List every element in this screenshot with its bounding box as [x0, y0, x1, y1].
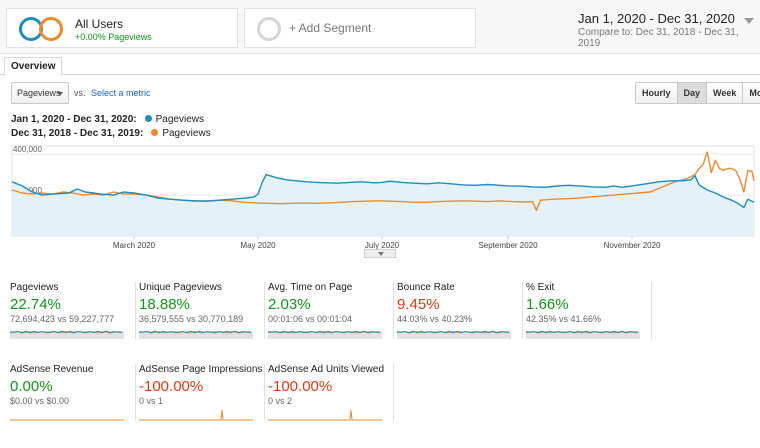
scorecard-exit[interactable]: % Exit 1.66% 42.35% vs 41.66%: [526, 282, 652, 339]
date-range-picker[interactable]: Jan 1, 2020 - Dec 31, 2020 Compare to: D…: [578, 11, 754, 49]
x-tick-label: July 2020: [365, 241, 400, 250]
x-tick-label: November 2020: [604, 241, 661, 250]
scorecard-sparkline: [10, 419, 124, 421]
scorecard-sparkline: [268, 409, 382, 421]
legend-primary-range: Jan 1, 2020 - Dec 31, 2020:: [11, 114, 137, 125]
legend-compare-series: Pageviews: [162, 128, 211, 139]
x-tick-label: September 2020: [478, 241, 538, 250]
scorecard-compare: 0 vs 1: [139, 396, 164, 406]
scorecard-label: % Exit: [526, 282, 555, 293]
legend-compare: Dec 31, 2018 - Dec 31, 2019: Pageviews: [11, 128, 211, 139]
scorecard-label: Unique Pageviews: [139, 282, 222, 293]
scorecard-value: 1.66%: [526, 296, 569, 313]
scorecard-sparkline: [268, 330, 382, 339]
segment-subtitle: +0.00% Pageviews: [75, 32, 152, 42]
legend-primary: Jan 1, 2020 - Dec 31, 2020: Pageviews: [11, 114, 204, 125]
scorecard-compare: 00:01:06 vs 00:01:04: [268, 314, 353, 324]
scorecard-value: -100.00%: [139, 378, 204, 395]
scorecard-adsense-ad-units-viewed[interactable]: AdSense Ad Units Viewed -100.00% 0 vs 2: [268, 364, 394, 421]
scorecard-compare: 0 vs 2: [268, 396, 293, 406]
scorecard-adsense-page-impressions[interactable]: AdSense Page Impressions -100.00% 0 vs 1: [139, 364, 265, 421]
tab-overview[interactable]: Overview: [4, 57, 63, 76]
scorecard-compare: $0.00 vs $0.00: [10, 396, 70, 406]
scorecard-pageviews[interactable]: Pageviews 22.74% 72,694,423 vs 59,227,777: [10, 282, 136, 339]
scorecard-sparkline: [139, 330, 253, 339]
metric-select[interactable]: Pageviews: [11, 82, 69, 104]
scorecard-value: 2.03%: [268, 296, 311, 313]
segment-title: All Users: [75, 17, 124, 31]
scorecard-label: Bounce Rate: [397, 282, 455, 293]
segment-all-users[interactable]: All Users +0.00% Pageviews: [6, 8, 238, 48]
date-range-compare: Compare to: Dec 31, 2018 - Dec 31, 2019: [578, 27, 739, 49]
scorecard-unique-pageviews[interactable]: Unique Pageviews 18.88% 36,579,555 vs 30,7…: [139, 282, 265, 339]
add-segment-button[interactable]: + Add Segment: [244, 8, 476, 48]
scorecard-value: 18.88%: [139, 296, 190, 313]
legend-compare-range: Dec 31, 2018 - Dec 31, 2019:: [11, 128, 144, 139]
legend-primary-series: Pageviews: [155, 114, 204, 125]
legend-dot-icon: [144, 115, 152, 122]
select-metric-link[interactable]: Select a metric: [91, 88, 151, 98]
scorecard-label: Pageviews: [10, 282, 59, 293]
series-line-0: [11, 173, 755, 209]
scorecard-value: 0.00%: [10, 378, 53, 395]
scorecard-value: 22.74%: [10, 296, 61, 313]
segment-bar: All Users +0.00% Pageviews + Add Segment…: [0, 0, 760, 54]
add-segment-ring-icon: [257, 17, 281, 41]
scorecard-bounce-rate[interactable]: Bounce Rate 9.45% 44.03% vs 40.23%: [397, 282, 523, 339]
granularity-hourly[interactable]: Hourly: [636, 83, 678, 103]
segment-rings-icon: [19, 17, 69, 41]
chevron-down-icon: [744, 18, 754, 24]
scorecard-compare: 44.03% vs 40.23%: [397, 314, 473, 324]
scorecard-label: Avg. Time on Page: [268, 282, 353, 293]
scorecard-value: 9.45%: [397, 296, 440, 313]
scorecard-compare: 36,579,555 vs 30,770,189: [139, 314, 244, 324]
chart-collapse-handle[interactable]: [364, 249, 396, 258]
scorecard-label: AdSense Page Impressions: [139, 364, 263, 375]
add-segment-label: + Add Segment: [289, 21, 372, 35]
tab-bar: Overview: [0, 55, 760, 76]
scorecard-adsense-revenue[interactable]: AdSense Revenue 0.00% $0.00 vs $0.00: [10, 364, 136, 421]
scorecard-label: AdSense Ad Units Viewed: [268, 364, 385, 375]
x-tick-label: March 2020: [113, 241, 156, 250]
vs-label: vs.: [74, 88, 86, 98]
granularity-day[interactable]: Day: [677, 83, 708, 103]
legend-dot-icon: [151, 129, 159, 136]
series-area-0: [12, 174, 754, 236]
x-tick-label: May 2020: [240, 241, 276, 250]
y-tick-label: 400,000: [13, 145, 42, 154]
granularity-week[interactable]: Week: [707, 83, 744, 103]
scorecard-label: AdSense Revenue: [10, 364, 94, 375]
metric-select-value: Pageviews: [17, 88, 61, 98]
scorecard-compare: 42.35% vs 41.66%: [526, 314, 602, 324]
scorecard-sparkline: [139, 409, 253, 421]
scorecard-compare: 72,694,423 vs 59,227,777: [10, 314, 115, 324]
scorecard-sparkline: [10, 330, 124, 339]
scorecard-sparkline: [397, 330, 511, 339]
granularity-month[interactable]: Month: [743, 83, 760, 103]
scorecard-avg-time-on-page[interactable]: Avg. Time on Page 2.03% 00:01:06 vs 00:01:…: [268, 282, 394, 339]
scorecard-value: -100.00%: [268, 378, 333, 395]
scorecard-sparkline: [526, 330, 640, 339]
chevron-down-icon: [57, 92, 63, 96]
date-range-primary: Jan 1, 2020 - Dec 31, 2020: [578, 11, 735, 26]
granularity-toggle: Hourly Day Week Month: [635, 82, 760, 104]
